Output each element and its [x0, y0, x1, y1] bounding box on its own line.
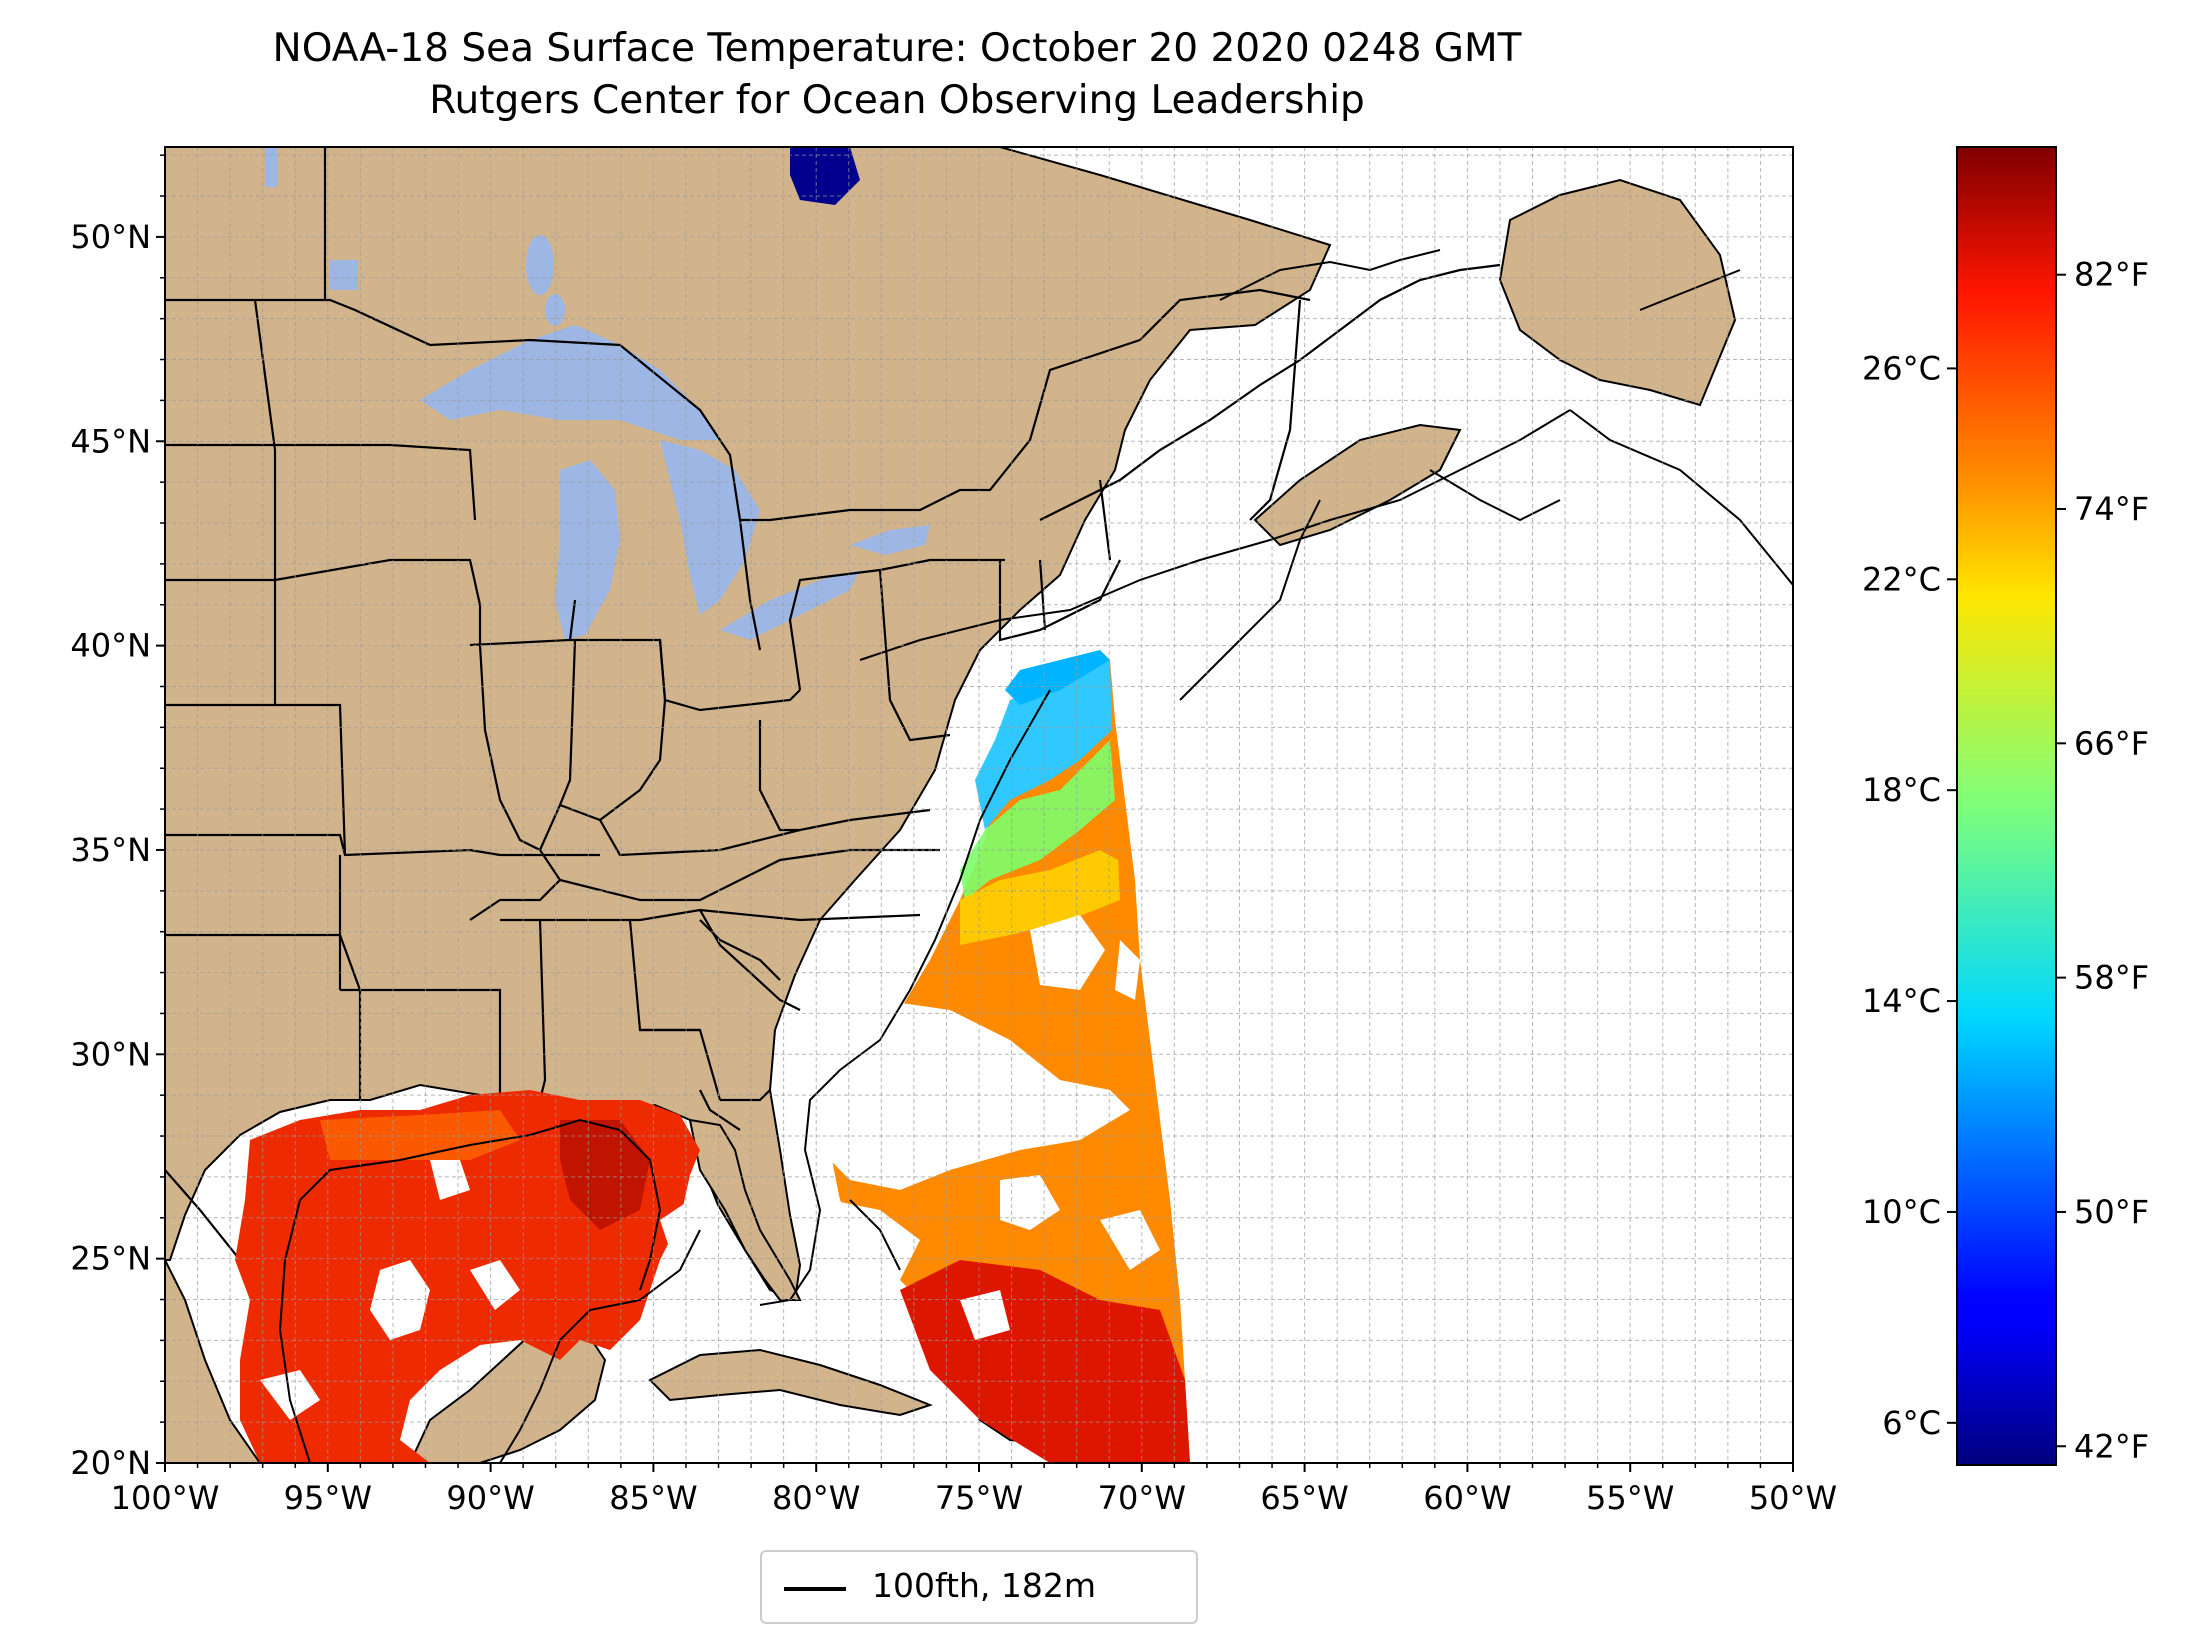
land-mexico: [165, 1259, 262, 1463]
lon-tick-label: 95°W: [284, 1479, 372, 1517]
lat-tick-label: 30°N: [70, 1035, 151, 1073]
land-cuba: [648, 1348, 933, 1417]
land-florida: [688, 1118, 802, 1301]
lat-tick-label: 50°N: [70, 218, 151, 256]
lake-michigan: [555, 460, 620, 640]
fahrenheit-tick-label: 42°F: [2074, 1427, 2149, 1465]
fahrenheit-tick-label: 82°F: [2074, 256, 2149, 294]
sst-atlantic-cool-north: [975, 660, 1112, 830]
map-gridlines: [165, 147, 1793, 1463]
lon-tick-label: 60°W: [1423, 1479, 1511, 1517]
map-legend: 100fth, 182m: [760, 1550, 1198, 1624]
coastline-canada: [1039, 263, 1501, 521]
sst-coastal-cool: [1005, 650, 1110, 705]
lon-tick-label: 80°W: [772, 1479, 860, 1517]
sst-atlantic-yellow: [960, 850, 1120, 945]
lat-tick-label: 20°N: [70, 1444, 151, 1482]
lat-tick-label: 45°N: [70, 422, 151, 460]
sst-gulf-warm-core: [560, 1120, 650, 1230]
latitude-axis: 20°N 25°N 30°N 35°N 40°N 45°N 50°N: [70, 154, 165, 1482]
colorbar-celsius-ticks: 6°C 10°C 14°C 18°C 22°C 26°C: [1862, 349, 1957, 1442]
lake-small-north: [265, 147, 277, 187]
lon-tick-label: 65°W: [1260, 1479, 1348, 1517]
lat-tick-label: 40°N: [70, 627, 151, 665]
celsius-tick-label: 14°C: [1862, 982, 1941, 1020]
land-newfoundland: [1498, 178, 1737, 407]
lon-tick-label: 75°W: [935, 1479, 1023, 1517]
map-subtitle: Rutgers Center for Ocean Observing Leade…: [429, 78, 1365, 123]
fahrenheit-tick-label: 66°F: [2074, 724, 2149, 762]
lon-tick-label: 85°W: [609, 1479, 697, 1517]
fahrenheit-tick-label: 58°F: [2074, 959, 2149, 997]
colorbar: [1956, 146, 2057, 1466]
isobath-100fth: [278, 269, 1793, 1463]
celsius-tick-label: 26°C: [1862, 349, 1941, 387]
lon-tick-label: 50°W: [1749, 1479, 1837, 1517]
fahrenheit-tick-label: 50°F: [2074, 1193, 2149, 1231]
hudson-bay-sst: [790, 147, 860, 205]
lon-tick-label: 55°W: [1586, 1479, 1674, 1517]
lake-superior: [420, 325, 720, 440]
celsius-tick-label: 6°C: [1882, 1404, 1941, 1442]
lake-winnipeg: [526, 235, 554, 295]
coastline-gulf-st-lawrence: [1219, 249, 1441, 301]
lat-tick-label: 35°N: [70, 831, 151, 869]
lake-small-nw: [330, 260, 358, 290]
land-nova-scotia: [1253, 423, 1462, 547]
legend-isobath-line: [784, 1587, 846, 1591]
fahrenheit-tick-label: 74°F: [2074, 490, 2149, 528]
longitude-axis: 100°W 95°W 90°W 85°W 80°W 75°W 70°W 65°W 60°W 55°…: [111, 1463, 1837, 1517]
celsius-tick-label: 22°C: [1862, 560, 1941, 598]
lon-tick-label: 100°W: [111, 1479, 220, 1517]
lon-tick-label: 70°W: [1098, 1479, 1186, 1517]
land-north-america: [165, 147, 1332, 1302]
celsius-tick-label: 18°C: [1862, 771, 1941, 809]
sst-gulf-orange: [320, 1110, 520, 1160]
colorbar-fahrenheit-ticks: 42°F 50°F 58°F 66°F 74°F 82°F: [2056, 256, 2149, 1465]
political-borders: [165, 147, 1311, 1301]
land-yucatan: [408, 1328, 607, 1463]
lon-tick-label: 90°W: [446, 1479, 534, 1517]
lake-nipigon: [545, 294, 565, 326]
lake-ontario: [850, 525, 930, 555]
map-title: NOAA-18 Sea Surface Temperature: October…: [272, 26, 1522, 71]
map-layers: [165, 147, 1793, 1463]
lat-tick-label: 25°N: [70, 1240, 151, 1278]
legend-label: 100fth, 182m: [872, 1566, 1096, 1605]
celsius-tick-label: 10°C: [1862, 1193, 1941, 1231]
